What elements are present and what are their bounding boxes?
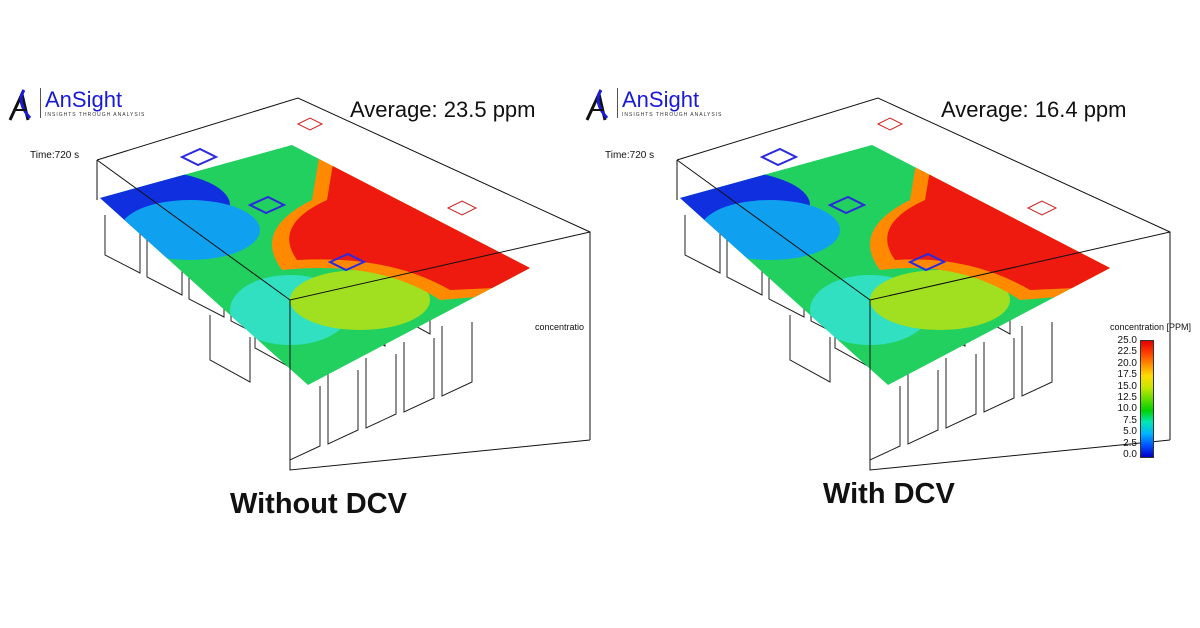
contour-mid-low bbox=[700, 200, 840, 260]
colorbar-tick: 0.0 bbox=[1123, 449, 1137, 460]
colorbar-tick: 22.5 bbox=[1117, 346, 1137, 358]
room-box bbox=[96, 97, 591, 471]
desk-outline bbox=[104, 215, 141, 274]
return-grille bbox=[876, 117, 904, 131]
logo-name: AnSight bbox=[45, 87, 123, 112]
room-box-edges bbox=[96, 97, 591, 471]
desk-outline bbox=[403, 338, 435, 413]
supply-diffuser bbox=[247, 195, 287, 215]
cfd-scene-with-dcv bbox=[676, 97, 1171, 471]
colorbar-tick: 12.5 bbox=[1117, 392, 1137, 403]
colorbar-tick: 25.0 bbox=[1117, 335, 1137, 346]
desk-outline bbox=[869, 386, 901, 461]
desk-outline bbox=[209, 315, 251, 383]
desk-outline bbox=[146, 237, 183, 296]
supply-diffuser bbox=[827, 195, 867, 215]
return-grille bbox=[1026, 200, 1058, 216]
room-box bbox=[676, 97, 1171, 471]
desk-outline bbox=[983, 338, 1015, 413]
colorbar-tick: 15.0 bbox=[1117, 380, 1137, 392]
colorbar bbox=[1140, 340, 1154, 458]
cfd-scene-without-dcv bbox=[96, 97, 591, 471]
desk-outline bbox=[907, 370, 939, 445]
caption: Without DCV bbox=[230, 488, 407, 520]
average-readout: Average: 16.4 ppm bbox=[941, 97, 1127, 122]
supply-diffuser bbox=[179, 147, 219, 167]
panel-with-dcv: AnSight INSIGHTS THROUGH ANALYSIS Average… bbox=[585, 0, 1191, 628]
ansight-logo-mark-icon bbox=[8, 89, 32, 121]
ansight-logo: AnSight INSIGHTS THROUGH ANALYSIS bbox=[8, 88, 145, 122]
desk-outline bbox=[441, 322, 473, 397]
desk-outline bbox=[327, 370, 359, 445]
desk-outline bbox=[945, 354, 977, 429]
logo-name: AnSight bbox=[622, 87, 700, 112]
colorbar-tick: 5.0 bbox=[1123, 426, 1137, 438]
contour-yellow-green bbox=[290, 270, 430, 330]
logo-tagline: INSIGHTS THROUGH ANALYSIS bbox=[45, 112, 146, 118]
colorbar-tick: 10.0 bbox=[1117, 403, 1137, 415]
caption: With DCV bbox=[823, 478, 955, 510]
desk-outline bbox=[365, 354, 397, 429]
colorbar-label: concentration [PPM] bbox=[1110, 322, 1192, 332]
desk-outline bbox=[1021, 322, 1053, 397]
return-grille bbox=[446, 200, 478, 216]
average-readout: Average: 23.5 ppm bbox=[350, 97, 536, 122]
contour-yellow-green bbox=[870, 270, 1010, 330]
colorbar-tick: 20.0 bbox=[1117, 357, 1137, 369]
time-readout: Time:720 s bbox=[30, 150, 80, 161]
desk-outline bbox=[726, 237, 763, 296]
supply-diffuser bbox=[907, 252, 947, 272]
return-grille bbox=[296, 117, 324, 131]
contour-mid-low bbox=[120, 200, 260, 260]
desk-outline bbox=[289, 386, 321, 461]
colorbar-tick: 17.5 bbox=[1117, 369, 1137, 381]
ansight-logo-mark-icon bbox=[585, 89, 609, 121]
ansight-logo: AnSight INSIGHTS THROUGH ANALYSIS bbox=[585, 88, 722, 122]
colorbar-tick: 2.5 bbox=[1123, 437, 1137, 449]
colorbar-label: concentratio bbox=[535, 322, 585, 332]
desk-outline bbox=[684, 215, 721, 274]
room-box-edges bbox=[676, 97, 1171, 471]
supply-diffuser bbox=[327, 252, 367, 272]
colorbar-tick: 7.5 bbox=[1123, 414, 1137, 426]
desk-outline bbox=[789, 315, 831, 383]
time-readout: Time:720 s bbox=[605, 150, 655, 161]
supply-diffuser bbox=[759, 147, 799, 167]
logo-tagline: INSIGHTS THROUGH ANALYSIS bbox=[622, 112, 723, 118]
panel-without-dcv: AnSight INSIGHTS THROUGH ANALYSIS Average… bbox=[8, 88, 591, 520]
